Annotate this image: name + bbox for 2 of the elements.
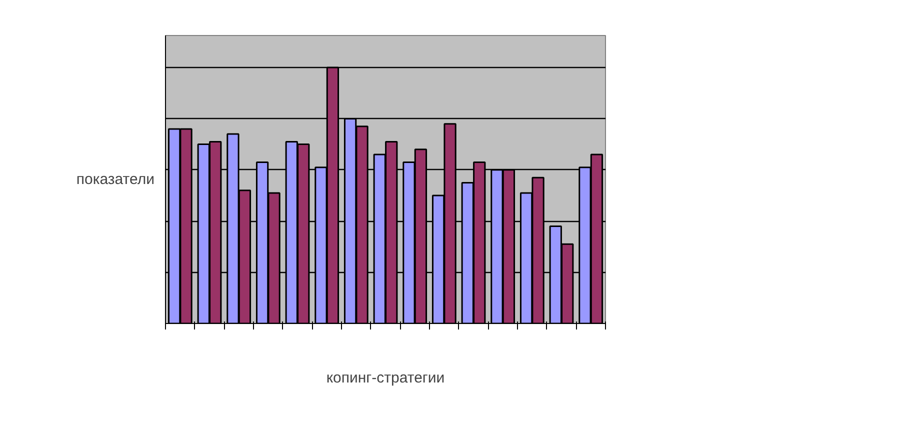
x-axis-title: копинг-стратегии bbox=[326, 370, 445, 386]
y-axis-title: показатели bbox=[76, 171, 155, 188]
